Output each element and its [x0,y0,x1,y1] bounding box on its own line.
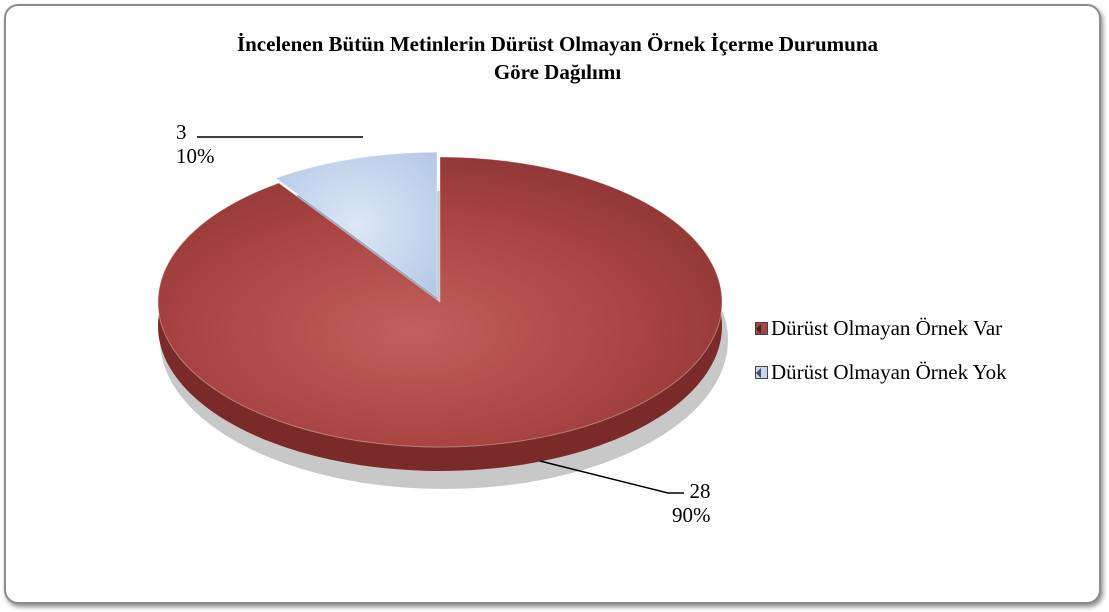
legend-swatch-var [755,321,768,335]
chart-legend: Dürüst Olmayan Örnek Var Dürüst Olmayan … [755,313,1007,401]
chart-title: İncelenen Bütün Metinlerin Dürüst Olmaya… [60,30,1055,86]
data-label-yok-percent: 10% [176,144,215,168]
legend-item-yok: Dürüst Olmayan Örnek Yok [755,357,1007,387]
data-label-var-value: 28 [689,479,711,503]
data-label-yok: 3 10% [176,120,215,168]
chart-title-line-1: İncelenen Bütün Metinlerin Dürüst Olmaya… [236,32,879,56]
pie-slice-var [157,156,723,448]
legend-item-var: Dürüst Olmayan Örnek Var [755,313,1007,343]
data-label-yok-value: 3 [176,120,187,144]
chart-title-line-2: Göre Dağılımı [493,60,622,84]
pie-slice-yok [274,151,438,299]
data-label-var-percent: 90% [672,503,711,527]
leader-line-var [539,460,684,494]
data-label-var: 28 90% [672,479,711,527]
legend-label-yok: Dürüst Olmayan Örnek Yok [771,359,1007,384]
legend-label-var: Dürüst Olmayan Örnek Var [771,315,1003,340]
legend-swatch-yok [755,365,768,379]
